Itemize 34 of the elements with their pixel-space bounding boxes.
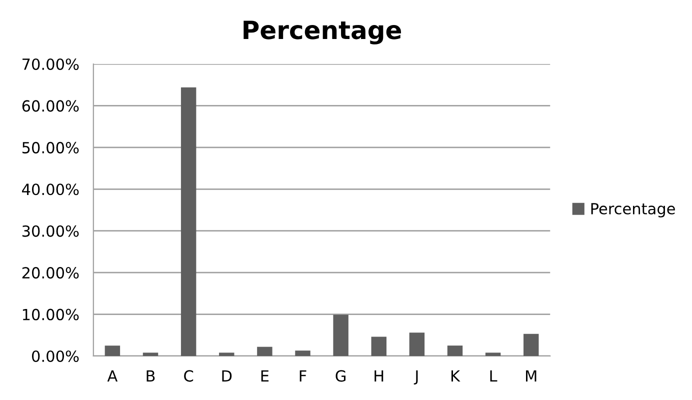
x-tick-label: F (300, 370, 306, 382)
x-tick-label: E (261, 370, 269, 382)
bar (409, 332, 425, 356)
y-tick-label: 20.00% (22, 267, 79, 279)
y-tick-label: 60.00% (22, 100, 79, 112)
x-tick-label: A (107, 370, 118, 382)
bar (257, 346, 272, 356)
legend-label: Percentage (591, 203, 675, 218)
bar (295, 350, 310, 356)
x-tick-label: C (184, 370, 194, 382)
x-tick-label: G (336, 370, 346, 382)
x-tick-label: K (451, 370, 460, 382)
y-tick-label: 30.00% (22, 225, 79, 237)
y-tick-label: 70.00% (22, 58, 79, 70)
y-tick-label: 10.00% (22, 308, 79, 320)
chart-title: Percentage (244, 20, 401, 44)
bar (219, 352, 234, 356)
x-tick-label: M (526, 370, 536, 382)
bar (104, 346, 120, 356)
y-tick-label: 50.00% (22, 142, 79, 154)
bar (371, 336, 386, 356)
x-tick-label: B (146, 370, 155, 382)
bar (333, 314, 348, 356)
x-tick-label: D (222, 370, 232, 382)
bar (447, 346, 463, 356)
bar (142, 352, 158, 356)
bar (485, 352, 501, 356)
x-tick-label: H (374, 370, 384, 382)
bar (524, 334, 539, 356)
x-tick-label: J (414, 370, 418, 385)
y-tick-label: 40.00% (22, 184, 79, 196)
x-tick-label: L (490, 370, 498, 382)
y-tick-label: 0.00% (32, 350, 79, 362)
bar (180, 87, 196, 356)
